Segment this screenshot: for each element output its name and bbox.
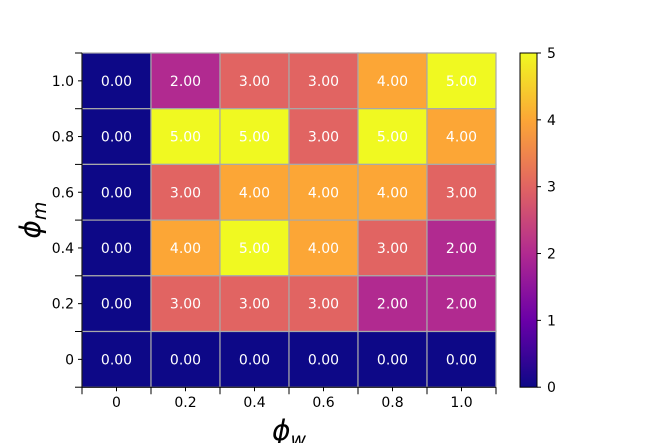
heatmap-cell bbox=[150, 108, 221, 165]
cell-value-label: 0.00 bbox=[239, 352, 270, 368]
cell-value-label: 5.00 bbox=[239, 130, 270, 146]
heatmap-cell bbox=[150, 219, 221, 277]
heatmap-cell bbox=[426, 219, 497, 277]
cell-value-label: 2.00 bbox=[446, 297, 477, 313]
y-tick-label: 0.8 bbox=[52, 130, 74, 146]
heatmap-cell bbox=[81, 330, 152, 388]
cell-value-label: 4.00 bbox=[377, 74, 408, 90]
cell-value-label: 0.00 bbox=[101, 352, 132, 368]
colorbar-tick-label: 2 bbox=[547, 247, 556, 263]
cell-value-label: 4.00 bbox=[239, 185, 270, 201]
x-tick-label: 0.6 bbox=[312, 395, 334, 411]
cell-value-label: 3.00 bbox=[308, 297, 339, 313]
heatmap-cell bbox=[81, 219, 152, 277]
heatmap-cell bbox=[288, 275, 359, 333]
cell-value-label: 0.00 bbox=[101, 185, 132, 201]
heatmap-cell bbox=[426, 52, 497, 110]
cell-value-label: 3.00 bbox=[308, 74, 339, 90]
colorbar-tick-label: 4 bbox=[547, 113, 556, 129]
y-tick-label: 0.2 bbox=[52, 297, 74, 313]
y-tick-label: 0.4 bbox=[52, 241, 74, 257]
cell-value-label: 2.00 bbox=[377, 297, 408, 313]
cell-value-label: 0.00 bbox=[101, 130, 132, 146]
heatmap-cell bbox=[150, 163, 221, 221]
colorbar-tick-label: 3 bbox=[547, 180, 556, 196]
cell-value-label: 3.00 bbox=[308, 130, 339, 146]
cell-value-label: 5.00 bbox=[377, 130, 408, 146]
heatmap-cell bbox=[219, 52, 290, 110]
heatmap-cell bbox=[426, 108, 497, 165]
heatmap-cell bbox=[357, 219, 428, 277]
cell-value-label: 0.00 bbox=[308, 352, 339, 368]
heatmap-cell bbox=[288, 108, 359, 165]
heatmap-cell bbox=[219, 275, 290, 333]
cell-value-label: 4.00 bbox=[308, 241, 339, 257]
cell-value-label: 0.00 bbox=[101, 74, 132, 90]
heatmap-cell bbox=[219, 219, 290, 277]
colorbar-tick-label: 1 bbox=[547, 313, 556, 329]
cell-value-label: 2.00 bbox=[170, 74, 201, 90]
cell-value-label: 0.00 bbox=[101, 241, 132, 257]
heatmap-cell bbox=[426, 330, 497, 388]
x-tick-label: 0 bbox=[112, 395, 121, 411]
cell-value-label: 0.00 bbox=[101, 297, 132, 313]
y-axis-label: ϕm bbox=[14, 202, 51, 239]
heatmap-cell bbox=[426, 163, 497, 221]
cell-value-label: 3.00 bbox=[446, 185, 477, 201]
x-tick-label: 0.8 bbox=[381, 395, 403, 411]
colorbar-tick-label: 5 bbox=[547, 46, 556, 62]
colorbar-tick-label: 0 bbox=[547, 380, 556, 396]
cell-value-label: 3.00 bbox=[170, 297, 201, 313]
x-axis-label: ϕw bbox=[272, 414, 306, 443]
cell-value-label: 3.00 bbox=[239, 74, 270, 90]
cell-value-label: 5.00 bbox=[170, 130, 201, 146]
heatmap-cell bbox=[357, 163, 428, 221]
heatmap-cell bbox=[81, 52, 152, 110]
heatmap-cell bbox=[426, 275, 497, 333]
cell-value-label: 4.00 bbox=[170, 241, 201, 257]
cell-value-label: 3.00 bbox=[170, 185, 201, 201]
cell-value-label: 5.00 bbox=[446, 74, 477, 90]
cell-value-label: 0.00 bbox=[170, 352, 201, 368]
cell-value-label: 0.00 bbox=[377, 352, 408, 368]
cell-value-label: 3.00 bbox=[377, 241, 408, 257]
cell-value-label: 4.00 bbox=[308, 185, 339, 201]
cell-value-label: 5.00 bbox=[239, 241, 270, 257]
colorbar bbox=[519, 52, 538, 388]
heatmap-cell bbox=[357, 275, 428, 333]
heatmap-cell bbox=[288, 219, 359, 277]
x-tick-label: 0.2 bbox=[174, 395, 196, 411]
y-tick-label: 1.0 bbox=[52, 74, 74, 90]
x-tick-label: 0.4 bbox=[243, 395, 265, 411]
cell-value-label: 4.00 bbox=[377, 185, 408, 201]
heatmap-cell bbox=[288, 163, 359, 221]
heatmap-cell bbox=[150, 52, 221, 110]
y-tick-label: 0 bbox=[65, 352, 74, 368]
cell-value-label: 2.00 bbox=[446, 241, 477, 257]
heatmap-cell bbox=[81, 275, 152, 333]
cell-value-label: 3.00 bbox=[239, 297, 270, 313]
x-tick-label: 1.0 bbox=[450, 395, 472, 411]
cell-value-label: 0.00 bbox=[446, 352, 477, 368]
y-tick-label: 0.6 bbox=[52, 185, 74, 201]
cell-value-label: 4.00 bbox=[446, 130, 477, 146]
